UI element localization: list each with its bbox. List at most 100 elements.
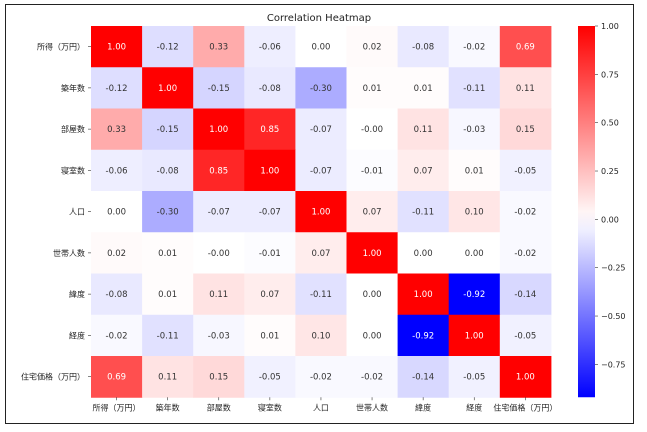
cell-value-label: 0.01	[158, 290, 177, 300]
cell-value-label: -0.07	[310, 166, 332, 176]
cell-value-label: 0.01	[260, 331, 279, 341]
heatmap-cell	[142, 232, 194, 274]
cell-value-label: -0.12	[106, 84, 128, 94]
cell-value-label: -0.02	[310, 373, 332, 383]
cell-value-label: -0.14	[412, 373, 434, 383]
heatmap-cell	[91, 314, 143, 357]
heatmap-cell	[193, 191, 245, 233]
cell-value-label: 0.00	[414, 249, 433, 259]
cell-value-label: -0.08	[106, 290, 128, 300]
cell-value-label: -0.14	[514, 290, 536, 300]
colorbar-tick-label: −0.25	[601, 264, 626, 273]
cell-value-label: 0.07	[311, 249, 330, 259]
x-axis: 所得（万円） 築年数 部屋数 寝室数 人口 世帯人数 緯度 経度 住宅価格（万円）	[93, 397, 557, 412]
heatmap-cell	[295, 67, 347, 109]
colorbar-tick-label: −0.50	[601, 312, 626, 321]
heatmap-cell	[193, 273, 245, 316]
heatmap-cell	[142, 273, 194, 316]
heatmap-cell	[346, 232, 399, 274]
cell-value-label: -0.11	[412, 208, 434, 218]
heatmap-cell	[499, 26, 552, 68]
cell-value-label: -0.08	[412, 43, 434, 53]
heatmap-cell	[142, 26, 194, 68]
heatmap-cell	[244, 149, 296, 192]
heatmap-cell	[397, 356, 450, 398]
cell-value-label: -0.07	[259, 208, 281, 218]
cell-value-label: 0.07	[414, 166, 433, 176]
cell-value-label: 0.33	[107, 125, 126, 135]
heatmap-cell	[91, 191, 143, 233]
cell-value-label: 0.11	[209, 290, 228, 300]
heatmap-cell	[193, 26, 245, 68]
heatmap-cell	[448, 26, 501, 68]
cell-value-label: -0.06	[106, 166, 128, 176]
cell-value-label: -0.11	[157, 331, 179, 341]
colorbar-gradient	[578, 26, 595, 398]
cell-value-label: -0.92	[412, 331, 434, 341]
cell-value-label: -0.12	[157, 43, 179, 53]
heatmap-cell	[346, 273, 399, 316]
cell-value-label: 0.15	[209, 373, 228, 383]
heatmap-cell	[448, 273, 501, 316]
cell-value-label: -0.02	[514, 249, 536, 259]
heatmap-cell	[295, 191, 347, 233]
heatmap-cell	[499, 273, 552, 316]
heatmap-cell	[499, 149, 552, 192]
y-tick-label: 寝室数	[61, 165, 85, 175]
x-tick-label: 住宅価格（万円）	[493, 402, 557, 412]
cell-value-label: 0.00	[465, 249, 484, 259]
heatmap-cell	[244, 26, 296, 68]
heatmap-cell	[448, 191, 501, 233]
heatmap-cell	[295, 232, 347, 274]
cell-value-label: -0.92	[463, 290, 485, 300]
x-tick-label: 寝室数	[258, 402, 282, 412]
cell-value-label: -0.07	[208, 208, 230, 218]
heatmap-cell	[193, 108, 245, 151]
colorbar-tick-label: −0.75	[601, 360, 626, 369]
cell-value-label: -0.06	[259, 43, 281, 53]
cell-value-label: -0.11	[463, 84, 485, 94]
heatmap-cell	[499, 314, 552, 357]
heatmap-cell	[244, 356, 296, 398]
heatmap-cell	[397, 232, 450, 274]
colorbar-tick-label: 1.00	[601, 22, 619, 31]
heatmap-cell	[346, 191, 399, 233]
cell-value-label: 0.01	[363, 84, 382, 94]
cell-value-label: -0.00	[361, 125, 383, 135]
heatmap-cell	[295, 314, 347, 357]
heatmap-cell	[448, 108, 501, 151]
cell-value-label: 1.00	[516, 373, 535, 383]
y-tick-label: 部屋数	[61, 124, 85, 134]
y-tick-label: 世帯人数	[53, 248, 85, 258]
heatmap-cell	[91, 149, 143, 192]
cell-value-label: 1.00	[260, 166, 279, 176]
cell-value-label: -0.30	[310, 84, 332, 94]
cell-value-label: -0.03	[208, 331, 230, 341]
cell-value-label: 1.00	[158, 84, 177, 94]
cell-value-label: 0.85	[209, 166, 228, 176]
x-tick-label: 所得（万円）	[93, 402, 141, 412]
cell-value-label: 0.11	[158, 373, 177, 383]
heatmap-cell	[397, 149, 450, 192]
heatmap-cell	[448, 356, 501, 398]
heatmap-cells	[91, 26, 552, 398]
cell-value-label: 1.00	[414, 290, 433, 300]
heatmap-cell	[91, 273, 143, 316]
x-tick-label: 築年数	[156, 402, 180, 412]
cell-value-label: 0.01	[465, 166, 484, 176]
heatmap-cell	[244, 314, 296, 357]
heatmap-chart: Correlation Heatmap 1.00 -0.12 0.33 -0.06 0.…	[21, 13, 626, 412]
heatmap-cell	[448, 232, 501, 274]
x-tick-label: 経度	[466, 402, 482, 412]
heatmap-cell	[91, 67, 143, 109]
heatmap-cell	[499, 232, 552, 274]
x-tick-label: 部屋数	[207, 402, 231, 412]
heatmap-cell	[295, 26, 347, 68]
heatmap-cell	[91, 232, 143, 274]
cell-value-label: -0.01	[259, 249, 281, 259]
cell-value-label: -0.03	[463, 125, 485, 135]
cell-value-label: -0.07	[310, 125, 332, 135]
cell-value-label: -0.15	[157, 125, 179, 135]
cell-value-label: 0.07	[260, 290, 279, 300]
heatmap-cell	[499, 356, 552, 398]
